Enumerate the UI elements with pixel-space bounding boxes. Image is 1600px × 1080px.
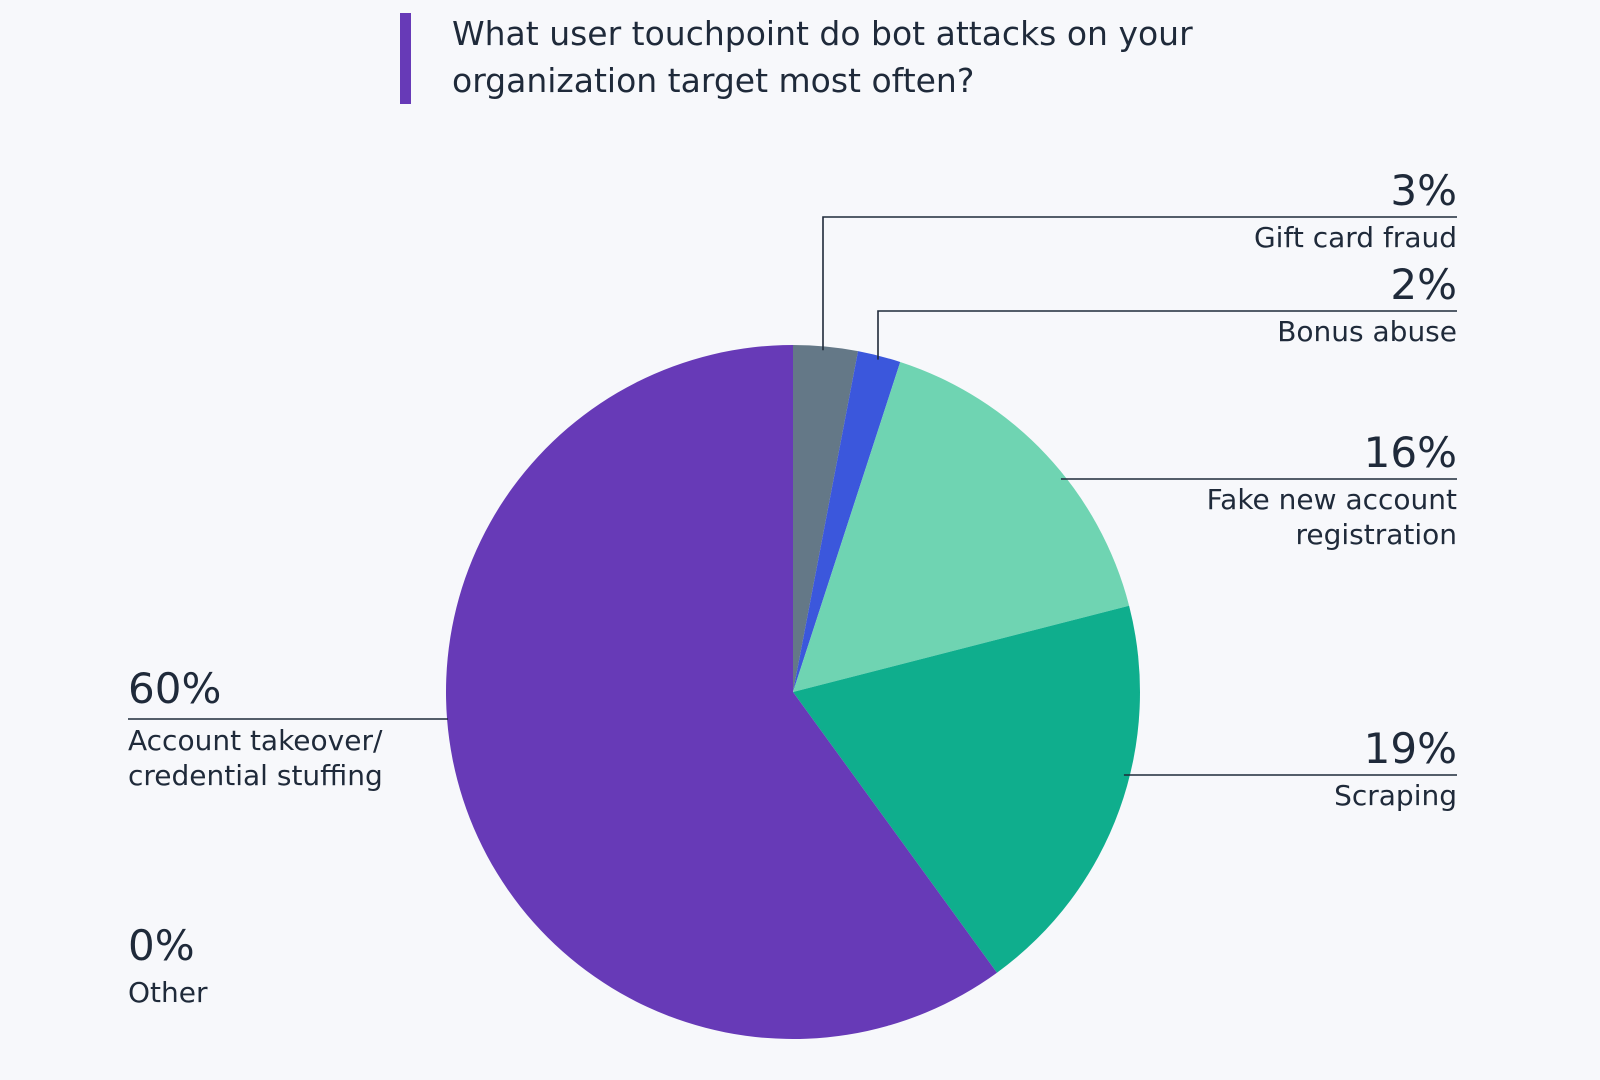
slice-value-other: 0% bbox=[128, 921, 195, 970]
leader-line-gift-card-fraud bbox=[822, 216, 1457, 351]
slice-label-fake-new-account-registration-line-2: registration bbox=[1295, 518, 1457, 551]
slice-value-fake-new-account-registration: 16% bbox=[1364, 428, 1457, 477]
slice-label-account-takeover-credential-stuffing-line-2: credential stuffing bbox=[128, 759, 383, 792]
pie-slices bbox=[445, 345, 1140, 1039]
slice-labels: 3% Gift card fraud 2% Bonus abuse 16% Fake ne… bbox=[128, 166, 1457, 1009]
slice-label-bonus-abuse: Bonus abuse bbox=[1277, 315, 1457, 348]
slice-value-account-takeover-credential-stuffing: 60% bbox=[128, 664, 221, 713]
title-accent-bar bbox=[400, 13, 411, 104]
pie-slice-account-takeover-credential-stuffing bbox=[445, 345, 997, 1039]
slice-label-account-takeover-credential-stuffing-line-1: Account takeover/ bbox=[128, 724, 383, 757]
leader-lines bbox=[128, 216, 1457, 776]
slice-value-scraping: 19% bbox=[1364, 724, 1457, 773]
pie-slice-scraping bbox=[793, 605, 1140, 973]
slice-label-gift-card-fraud: Gift card fraud bbox=[1254, 221, 1457, 254]
pie-slice-fake-new-account-registration bbox=[793, 361, 1130, 692]
pie-slice-bonus-abuse bbox=[793, 351, 901, 692]
leader-line-bonus-abuse bbox=[877, 310, 1457, 360]
chart-title: What user touchpoint do bot attacks on y… bbox=[452, 14, 1193, 100]
slice-value-bonus-abuse: 2% bbox=[1390, 260, 1457, 309]
slice-label-scraping: Scraping bbox=[1334, 779, 1457, 812]
slice-label-other: Other bbox=[128, 976, 208, 1009]
slice-label-fake-new-account-registration-line-1: Fake new account bbox=[1207, 483, 1457, 516]
slice-value-gift-card-fraud: 3% bbox=[1390, 166, 1457, 215]
pie-slice-gift-card-fraud bbox=[793, 345, 859, 692]
